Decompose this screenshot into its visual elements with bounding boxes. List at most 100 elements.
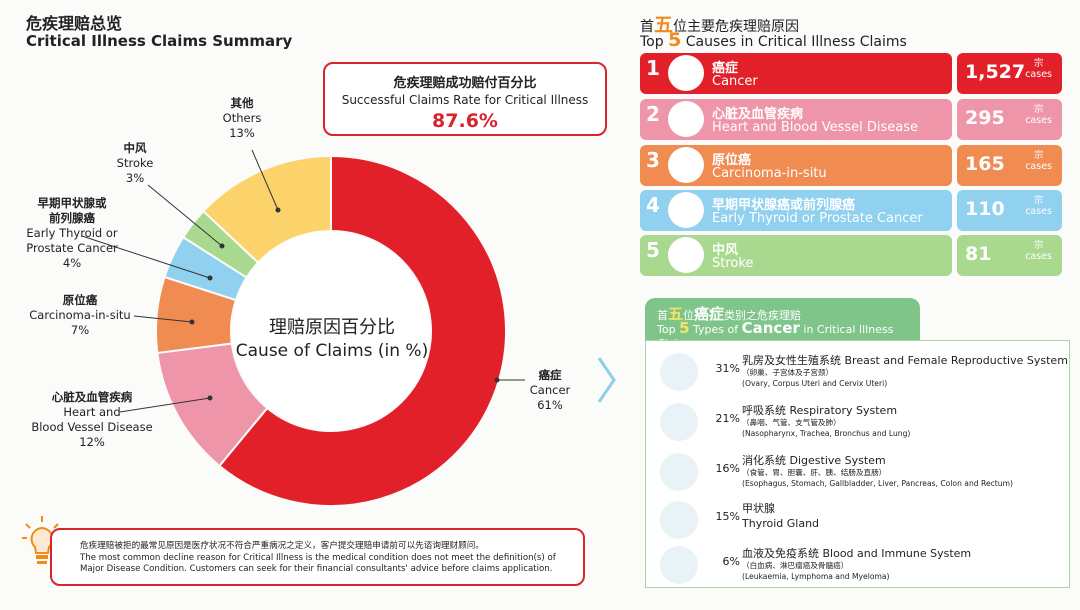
cancer-cell-icon — [668, 55, 704, 91]
top5-cause-count-2: 295 宗 cases — [957, 99, 1062, 140]
case-unit: 宗 cases — [1025, 58, 1052, 80]
note-line-en-1: The most common decline reason for Criti… — [80, 552, 556, 563]
top5-types-title-zh: 首五位癌症类别之危疾理赔 — [657, 305, 802, 323]
pie-label-cis-en: Carcinoma-in-situ — [29, 308, 131, 322]
cancer-type-pct: 21% — [715, 412, 740, 425]
top5-cause-count-3: 165 宗 cases — [957, 145, 1062, 186]
leader-line-thyroid — [81, 235, 211, 279]
success-rate-box: 危疾理赔成功赔付百分比 Successful Claims Rate for C… — [323, 62, 607, 136]
success-rate-value: 87.6% — [432, 110, 498, 132]
decline-reason-note: 危疾理赔被拒的最常见原因是医疗状况不符合严重病况之定义，客户提交理赔申请前可以先… — [80, 541, 570, 576]
cancer-type-name: 血液及免疫系统 Blood and Immune System — [742, 547, 972, 560]
leader-dot-cis — [189, 319, 195, 325]
top5-cause-row-2: 2 心脏及血管疾病 Heart and Blood Vessel Disease — [640, 99, 952, 140]
cancer-type-detail-2: (Leukaemia, Lymphoma and Myeloma) — [742, 572, 890, 581]
lightbulb-icon — [22, 516, 62, 564]
top5-cause-count-5: 81 宗 cases — [957, 235, 1062, 276]
leader-dot-cancer — [494, 377, 500, 383]
top5-title-zh: 首五位主要危疾理赔原因 — [640, 14, 800, 36]
top5-cause-row-5: 5 中风 Stroke — [640, 235, 952, 276]
case-unit: 宗 cases — [1025, 240, 1052, 262]
top5-title-en: Top 5 Causes in Critical Illness Claims — [640, 29, 907, 51]
pie-label-stroke: 中风 Stroke 3% — [105, 141, 165, 186]
case-unit: 宗 cases — [1025, 150, 1052, 172]
cause-name-zh: 癌症 — [712, 61, 739, 76]
chevron-right-icon — [597, 357, 616, 403]
cancer-type-detail-1: （食管、胃、胆囊、肝、胰、结肠及直肠） — [742, 468, 887, 477]
leader-line-stroke — [147, 184, 223, 247]
pie-label-thyroid-en1: Early Thyroid or — [26, 226, 118, 240]
cancer-type-pct: 16% — [715, 462, 740, 475]
thyroid-gland-icon — [660, 501, 698, 539]
cause-name-en: Cancer — [712, 74, 758, 89]
cause-name-zh: 原位癌 — [712, 153, 752, 168]
donut-slice-others — [202, 154, 332, 264]
pie-label-others-zh: 其他 — [230, 96, 254, 110]
cancer-type-detail-2: (Esophagus, Stomach, Gallbladder, Liver,… — [742, 479, 1013, 488]
cell-icon — [668, 147, 704, 183]
rank-number: 3 — [646, 148, 660, 172]
cancer-type-row: 15% 甲状腺 Thyroid Gland — [660, 498, 1070, 544]
uterus-icon — [660, 353, 698, 391]
stomach-icon — [660, 453, 698, 491]
pie-label-cancer: 癌症 Cancer 61% — [515, 368, 585, 413]
top5-cause-count-1: 1,527 宗 cases — [957, 53, 1062, 94]
donut-hole — [232, 232, 430, 430]
case-count: 165 — [965, 153, 1005, 175]
lungs-icon — [660, 403, 698, 441]
rank-number: 5 — [646, 238, 660, 262]
cause-name-en: Carcinoma-in-situ — [712, 166, 827, 181]
rank-number: 2 — [646, 102, 660, 126]
cancer-type-detail-1: （卵巢、子宫体及子宫颈） — [742, 368, 834, 377]
pie-label-thyroid-pct: 4% — [62, 256, 82, 270]
pie-label-cis-zh: 原位癌 — [62, 293, 98, 307]
page-title-en: Critical Illness Claims Summary — [26, 32, 293, 50]
pie-label-stroke-zh: 中风 — [123, 141, 147, 155]
pie-label-others: 其他 Others 13% — [212, 96, 272, 141]
case-count: 81 — [965, 243, 992, 265]
pie-label-cis-pct: 7% — [70, 323, 90, 337]
cause-name-en: Heart and Blood Vessel Disease — [712, 120, 919, 135]
cancer-type-name: 乳房及女性生殖系统 Breast and Female Reproductive… — [742, 354, 1068, 367]
cancer-type-detail-1: （白血病、淋巴瘤癌及骨髓癌） — [742, 561, 849, 570]
cancer-type-pct: 31% — [715, 362, 740, 375]
rank-number: 4 — [646, 193, 660, 217]
leader-line-cis — [133, 315, 193, 323]
pie-label-cancer-pct: 61% — [537, 398, 563, 412]
pie-label-heart-zh: 心脏及血管疾病 — [51, 390, 133, 404]
cancer-type-name: 甲状腺 — [742, 502, 775, 515]
success-rate-label-en: Successful Claims Rate for Critical Illn… — [341, 93, 589, 107]
top5-cancer-types-panel — [645, 340, 1070, 588]
pie-label-cancer-zh: 癌症 — [538, 368, 562, 382]
leader-line-heart — [119, 397, 211, 413]
blood-drop-icon — [660, 546, 698, 584]
cancer-type-row: 31% 乳房及女性生殖系统 Breast and Female Reproduct… — [660, 350, 1070, 396]
pie-label-others-en: Others — [222, 111, 262, 125]
cancer-type-name: 呼吸系统 Respiratory System — [742, 404, 898, 417]
leader-dot-others — [275, 207, 281, 213]
top5-cancer-types-tab: 首五位癌症类别之危疾理赔 Top 5 Types of Cancer in Cr… — [645, 298, 920, 350]
pie-label-heart-en2: Blood Vessel Disease — [31, 420, 153, 434]
note-line-zh: 危疾理赔被拒的最常见原因是医疗状况不符合严重病况之定义，客户提交理赔申请前可以先… — [80, 541, 484, 551]
pie-label-stroke-en: Stroke — [116, 156, 154, 170]
cancer-type-detail-1: Thyroid Gland — [742, 517, 820, 530]
cancer-type-row: 16% 消化系统 Digestive System （食管、胃、胆囊、肝、胰、结肠及… — [660, 450, 1070, 496]
cause-name-zh: 中风 — [712, 243, 739, 258]
top5-cause-count-4: 110 宗 cases — [957, 190, 1062, 231]
top5-cause-row-3: 3 原位癌 Carcinoma-in-situ — [640, 145, 952, 186]
pie-label-thyroid: 早期甲状腺或 前列腺癌 Early Thyroid or Prostate Ca… — [12, 196, 132, 271]
cause-of-claims-donut-chart — [81, 149, 525, 507]
cancer-type-detail-1: （鼻咽、气管、支气管及肺） — [742, 418, 841, 427]
pie-label-thyroid-zh1: 早期甲状腺或 — [37, 196, 107, 210]
case-count: 1,527 — [965, 61, 1026, 83]
top5-cause-row-1: 1 癌症 Cancer — [640, 53, 952, 94]
decline-reason-note-box — [50, 528, 585, 586]
cancer-type-pct: 15% — [715, 510, 740, 523]
note-line-en-2: Major Disease Condition. Customers can s… — [80, 564, 553, 574]
pie-label-cis: 原位癌 Carcinoma-in-situ 7% — [20, 293, 140, 338]
rank-number: 1 — [646, 56, 660, 80]
pie-label-thyroid-zh2: 前列腺癌 — [49, 211, 95, 225]
top5-cause-row-4: 4 早期甲状腺癌或前列腺癌 Early Thyroid or Prostate Ca… — [640, 190, 952, 231]
thyroid-icon — [668, 192, 704, 228]
page-title-zh: 危疾理赔总览 — [26, 14, 123, 33]
